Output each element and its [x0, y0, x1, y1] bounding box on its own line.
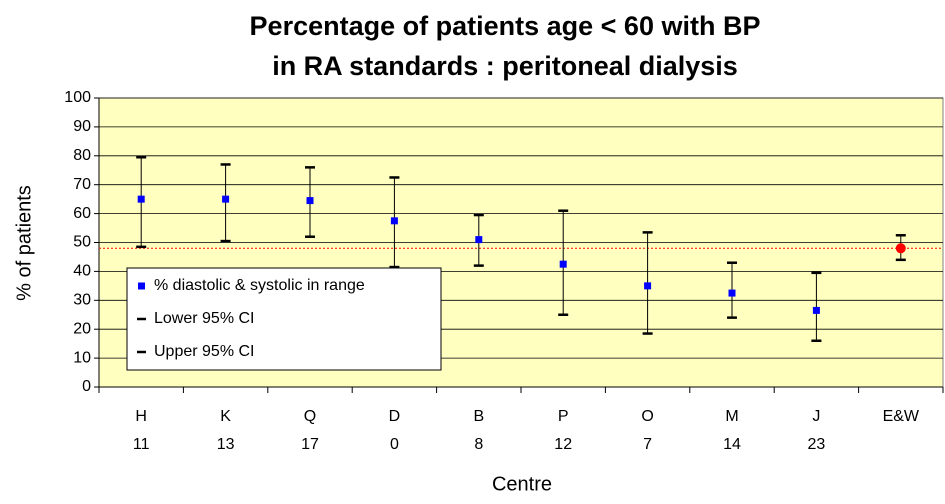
- x-tick-label: K: [220, 408, 231, 425]
- x-tick-label: O: [641, 408, 653, 425]
- x-axis-label: Centre: [492, 473, 552, 495]
- x-tick-sublabel: 8: [474, 436, 483, 453]
- point: [137, 195, 145, 203]
- y-tick-label: 70: [73, 176, 91, 193]
- point: [895, 243, 906, 254]
- point: [306, 197, 314, 205]
- x-tick-sublabel: 13: [217, 436, 235, 453]
- x-tick-sublabel: 23: [808, 436, 826, 453]
- y-tick-label: 40: [73, 263, 91, 280]
- x-tick-label: E&W: [883, 408, 920, 425]
- x-tick-label: M: [725, 408, 738, 425]
- y-tick-label: 30: [73, 292, 91, 309]
- point: [812, 306, 820, 314]
- x-tick-sublabel: 14: [723, 436, 741, 453]
- x-tick-label: D: [389, 408, 401, 425]
- x-tick-label: H: [135, 408, 147, 425]
- point: [644, 282, 652, 290]
- y-tick-label: 20: [73, 320, 91, 337]
- chart-title: Percentage of patients age < 60 with BP: [250, 11, 761, 41]
- point: [559, 260, 567, 268]
- y-tick-label: 0: [82, 378, 91, 395]
- y-tick-label: 50: [73, 234, 91, 251]
- y-tick-label: 60: [73, 205, 91, 222]
- legend: [126, 267, 442, 371]
- legend-marker: [138, 282, 145, 290]
- x-tick-sublabel: 0: [390, 436, 399, 453]
- x-tick-label: Q: [304, 408, 316, 425]
- x-tick-sublabel: 7: [643, 436, 652, 453]
- x-tick-label: P: [558, 408, 569, 425]
- y-tick-label: 100: [64, 89, 91, 106]
- y-tick-label: 80: [73, 147, 91, 164]
- x-tick-label: J: [812, 408, 820, 425]
- legend-label: Upper 95% CI: [154, 343, 255, 360]
- x-tick-sublabel: 12: [554, 436, 572, 453]
- chart-title: in RA standards : peritoneal dialysis: [272, 51, 738, 81]
- legend-label: Lower 95% CI: [154, 310, 255, 327]
- x-tick-label: B: [473, 408, 484, 425]
- y-tick-label: 90: [73, 118, 91, 135]
- point: [390, 217, 398, 225]
- point: [728, 289, 736, 297]
- point: [475, 236, 483, 244]
- point: [222, 195, 230, 203]
- x-tick-sublabel: 17: [301, 436, 319, 453]
- y-axis-label: % of patients: [13, 185, 35, 301]
- y-tick-label: 10: [73, 349, 91, 366]
- x-tick-sublabel: 11: [133, 436, 150, 453]
- legend-label: % diastolic & systolic in range: [154, 277, 365, 294]
